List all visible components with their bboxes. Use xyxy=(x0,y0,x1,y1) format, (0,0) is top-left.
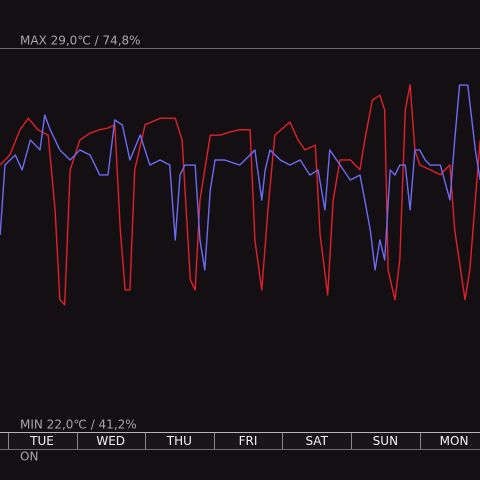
series-line xyxy=(0,84,480,271)
x-tick-label: SAT xyxy=(305,434,328,448)
x-tick-label: WED xyxy=(96,434,125,448)
x-tick-label: THU xyxy=(166,434,192,448)
min-label: MIN 22,0℃ / 41,2% xyxy=(20,418,137,432)
max-label: MAX 29,0℃ / 74,8% xyxy=(20,34,141,48)
status-label: ON xyxy=(20,450,38,464)
x-tick-label: FRI xyxy=(239,434,258,448)
day-strip xyxy=(0,433,480,449)
series-line xyxy=(0,84,480,306)
x-tick-label: MON xyxy=(440,434,469,448)
x-tick-label: TUE xyxy=(29,434,54,448)
x-tick-label: SUN xyxy=(373,434,398,448)
day-dividers xyxy=(8,433,421,449)
